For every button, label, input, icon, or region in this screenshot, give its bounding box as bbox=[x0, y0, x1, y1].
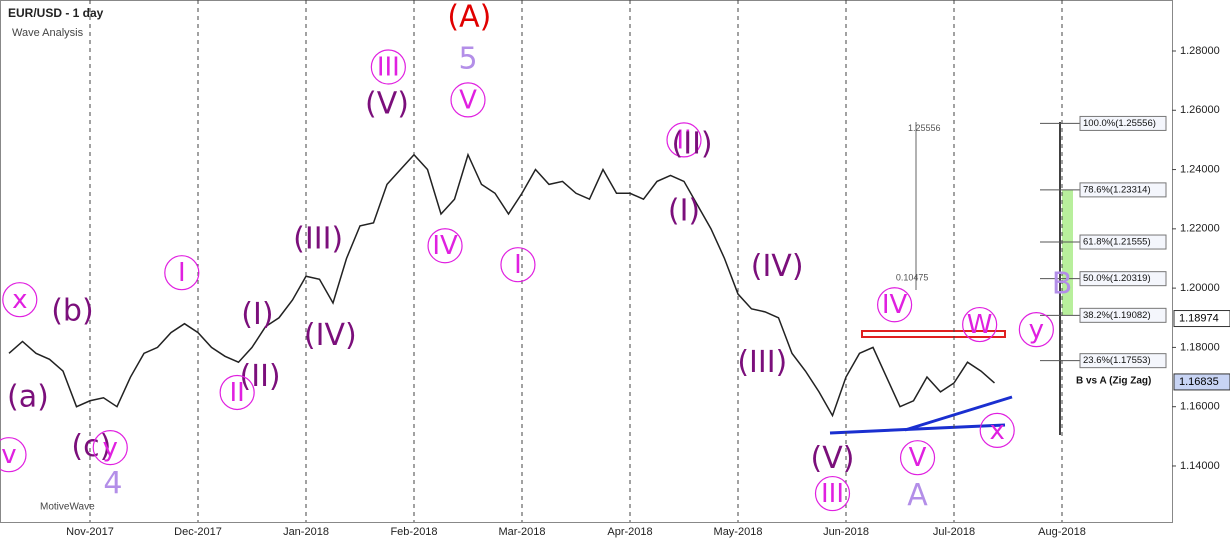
wave-label: (a) bbox=[7, 379, 49, 414]
fib-title: B vs A (Zig Zag) bbox=[1076, 376, 1151, 387]
wave-label: (III) bbox=[293, 221, 343, 256]
chart-title: EUR/USD - 1 day bbox=[8, 6, 104, 20]
wave-label: (I) bbox=[668, 193, 700, 228]
x-tick-label: Jun-2018 bbox=[823, 526, 869, 538]
wave-label: III bbox=[377, 52, 400, 82]
fib-label: 23.6%(1.17553) bbox=[1083, 355, 1151, 366]
y-tick-label: 1.26000 bbox=[1180, 104, 1220, 116]
measure-label: 1.25556 bbox=[908, 123, 941, 133]
wave-circle bbox=[876, 287, 913, 323]
wave-label: (II) bbox=[672, 126, 713, 161]
wave-label: I bbox=[514, 250, 522, 280]
wave-label: II bbox=[676, 125, 691, 155]
wave-label: III bbox=[821, 479, 844, 509]
wave-label: (I) bbox=[241, 297, 273, 332]
fib-label: 50.0%(1.20319) bbox=[1083, 273, 1151, 284]
fib-box bbox=[1079, 234, 1167, 250]
wave-circle bbox=[92, 429, 128, 466]
x-tick-label: Feb-2018 bbox=[390, 526, 437, 538]
wave-label: 4 bbox=[103, 466, 122, 501]
y-tick-label: 1.22000 bbox=[1180, 223, 1220, 235]
measure-label: 0.10475 bbox=[896, 273, 929, 283]
wave-label: V bbox=[909, 443, 927, 473]
wave-circle bbox=[219, 374, 255, 411]
wave-label: A bbox=[907, 478, 928, 513]
price-box bbox=[1173, 373, 1230, 391]
x-tick-label: Jan-2018 bbox=[283, 526, 329, 538]
fib-box bbox=[1079, 115, 1167, 131]
wave-label: (IV) bbox=[751, 249, 804, 284]
x-tick-label: Dec-2017 bbox=[174, 526, 222, 538]
wave-circle bbox=[0, 437, 27, 473]
brand: MotiveWave bbox=[40, 502, 95, 513]
wave-label: x bbox=[990, 416, 1005, 446]
y-tick-label: 1.20000 bbox=[1180, 282, 1220, 294]
wave-label: y bbox=[103, 433, 118, 463]
wave-circle bbox=[427, 228, 463, 264]
trendline bbox=[829, 423, 1006, 435]
x-tick-label: Apr-2018 bbox=[607, 526, 652, 538]
trendline bbox=[904, 395, 1013, 432]
y-tick-label: 1.24000 bbox=[1180, 163, 1220, 175]
chart-subtitle: Wave Analysis bbox=[12, 27, 84, 39]
x-tick-label: Nov-2017 bbox=[66, 526, 114, 538]
wave-label: (c) bbox=[71, 429, 111, 464]
wave-circle bbox=[370, 49, 406, 85]
fib-box bbox=[1079, 307, 1167, 323]
wave-circle bbox=[814, 475, 851, 512]
x-tick-label: Aug-2018 bbox=[1038, 526, 1086, 538]
wave-label: (V) bbox=[811, 441, 855, 476]
x-tick-label: Mar-2018 bbox=[498, 526, 545, 538]
wave-label: B bbox=[1052, 266, 1073, 301]
price-label: 1.16835 bbox=[1179, 376, 1219, 388]
fib-box bbox=[1079, 182, 1167, 198]
fib-box bbox=[1079, 271, 1167, 287]
wave-circle bbox=[666, 122, 702, 158]
wave-circle bbox=[450, 82, 486, 118]
wave-label: (V) bbox=[365, 86, 409, 121]
y-tick-label: 1.16000 bbox=[1180, 401, 1220, 413]
y-tick-label: 1.18000 bbox=[1180, 341, 1220, 353]
x-tick-label: Jul-2018 bbox=[933, 526, 975, 538]
wave-label: y bbox=[1029, 315, 1044, 345]
wave-label: W bbox=[967, 310, 993, 340]
wave-circle bbox=[164, 255, 200, 291]
wave-circle bbox=[962, 306, 998, 343]
resistance-box bbox=[861, 330, 1006, 338]
target-zone bbox=[1062, 190, 1073, 315]
wave-circle bbox=[899, 440, 936, 476]
wave-circle bbox=[500, 247, 536, 283]
wave-circle bbox=[2, 282, 38, 318]
wave-label: x bbox=[12, 285, 27, 315]
x-tick-label: May-2018 bbox=[714, 526, 763, 538]
wave-label: IV bbox=[432, 231, 458, 261]
wave-label: IV bbox=[882, 290, 908, 320]
wave-label: (b) bbox=[51, 293, 93, 328]
wave-label: II bbox=[229, 378, 244, 408]
wave-label: I bbox=[178, 258, 186, 288]
wave-label: (III) bbox=[737, 345, 787, 380]
wave-label: v bbox=[1, 440, 16, 470]
fib-label: 78.6%(1.23314) bbox=[1083, 184, 1151, 195]
plot-frame bbox=[0, 0, 1173, 523]
fib-box bbox=[1079, 353, 1167, 369]
fib-label: 61.8%(1.21555) bbox=[1083, 237, 1151, 248]
wave-circle bbox=[1018, 312, 1054, 348]
fib-label: 100.0%(1.25556) bbox=[1083, 118, 1156, 129]
wave-label: (II) bbox=[240, 359, 281, 394]
wave-label: 5 bbox=[458, 41, 477, 76]
fib-label: 38.2%(1.19082) bbox=[1083, 310, 1151, 321]
price-label: 1.18974 bbox=[1179, 312, 1219, 324]
y-tick-label: 1.28000 bbox=[1180, 45, 1220, 57]
y-tick-label: 1.14000 bbox=[1180, 460, 1220, 472]
price-line bbox=[8, 152, 995, 418]
wave-label: V bbox=[459, 85, 477, 115]
price-box bbox=[1173, 310, 1230, 328]
wave-label: (IV) bbox=[304, 318, 357, 353]
wave-label: (A) bbox=[447, 0, 491, 35]
wave-circle bbox=[979, 412, 1015, 449]
